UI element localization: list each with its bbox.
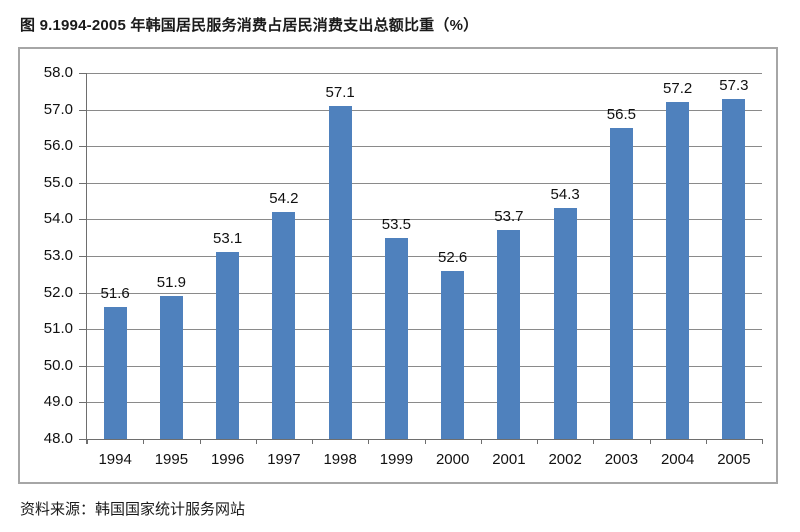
bar-value-label: 54.2 xyxy=(269,190,299,208)
bar xyxy=(441,270,465,439)
y-tick-label: 54.0 xyxy=(43,210,73,228)
bar xyxy=(666,102,690,439)
gridline xyxy=(87,146,762,148)
y-axis-tick-mark xyxy=(79,219,86,221)
y-axis-tick-mark xyxy=(79,329,86,331)
y-axis-tick-mark xyxy=(79,292,86,294)
chart-frame: 58.0 57.0 56.0 55.0 54.0 53.0 52.0 51.0 50.0 49.0… xyxy=(18,47,778,484)
bar xyxy=(553,208,577,439)
x-axis-tick-mark xyxy=(199,439,201,444)
gridline xyxy=(87,109,762,111)
y-axis-tick-mark xyxy=(79,182,86,184)
gridline xyxy=(87,292,762,294)
bar-value-label: 54.3 xyxy=(550,186,580,204)
x-axis-tick-mark xyxy=(705,439,707,444)
x-axis-tick-mark xyxy=(312,439,313,444)
gridline xyxy=(87,365,762,367)
gridline xyxy=(87,73,762,74)
bar-value-label: 56.5 xyxy=(606,105,636,123)
x-axis-tick-mark xyxy=(762,439,763,444)
x-tick-label: 1995 xyxy=(154,451,189,468)
gridline xyxy=(87,182,762,184)
y-tick-label: 48.0 xyxy=(43,430,73,447)
y-tick-label: 49.0 xyxy=(43,393,73,411)
x-axis xyxy=(86,439,762,440)
gridline xyxy=(87,256,762,257)
x-tick-label: 2004 xyxy=(660,451,695,468)
x-axis-tick-mark xyxy=(424,439,426,444)
x-tick-label: 1998 xyxy=(323,451,357,468)
bar-value-label: 51.9 xyxy=(156,274,186,292)
y-tick-label: 57.0 xyxy=(43,100,73,118)
bar xyxy=(497,230,521,439)
gridline xyxy=(87,402,762,404)
x-axis-tick-mark xyxy=(537,439,538,444)
x-tick-label: 1994 xyxy=(98,451,132,468)
x-tick-label: 1999 xyxy=(379,451,414,468)
source-note: 资料来源：韩国国家统计服务网站 xyxy=(20,501,246,518)
y-tick-label: 58.0 xyxy=(43,64,73,81)
x-axis-tick-mark xyxy=(480,439,482,444)
y-axis-tick-mark xyxy=(79,146,86,148)
plot-area: 58.0 57.0 56.0 55.0 54.0 53.0 52.0 51.0 50.0 49.0… xyxy=(44,65,763,468)
y-axis-tick-mark xyxy=(79,439,86,440)
bar-value-label: 51.6 xyxy=(100,285,130,303)
x-tick-label: 2001 xyxy=(492,451,526,468)
y-tick-label: 55.0 xyxy=(43,173,73,191)
y-axis-tick-mark xyxy=(79,365,86,367)
gridline xyxy=(87,219,762,221)
bar xyxy=(384,237,408,439)
x-axis-tick-mark xyxy=(649,439,651,444)
bar xyxy=(272,212,296,439)
x-axis-tick-mark xyxy=(368,439,370,444)
bar xyxy=(216,252,240,439)
y-axis-tick-mark xyxy=(79,109,86,111)
x-axis-tick-mark xyxy=(593,439,595,444)
y-tick-label: 53.0 xyxy=(43,247,73,264)
bar-value-label: 53.1 xyxy=(213,230,243,248)
y-axis xyxy=(86,73,87,444)
y-axis-tick-mark xyxy=(79,402,86,404)
bar xyxy=(328,105,352,439)
x-tick-label: 1996 xyxy=(210,451,245,468)
x-tick-label: 1997 xyxy=(267,451,301,468)
y-tick-label: 51.0 xyxy=(43,320,73,338)
bar xyxy=(159,296,183,439)
gridline xyxy=(87,329,762,331)
x-axis-tick-mark xyxy=(87,439,88,444)
bar-value-label: 52.6 xyxy=(438,248,468,266)
x-axis-tick-mark xyxy=(143,439,145,444)
y-tick-label: 56.0 xyxy=(43,137,73,155)
x-tick-label: 2003 xyxy=(604,451,639,468)
bar xyxy=(103,307,127,439)
x-tick-label: 2005 xyxy=(717,451,751,468)
y-axis-tick-mark xyxy=(79,256,86,257)
bar-value-label: 53.5 xyxy=(381,215,411,233)
bar-value-label: 57.2 xyxy=(663,80,693,98)
x-tick-label: 2002 xyxy=(548,451,582,468)
chart-title: 图 9.1994-2005 年韩国居民服务消费占居民消费支出总额比重（%） xyxy=(20,17,479,34)
bar xyxy=(722,98,746,439)
x-axis-tick-mark xyxy=(255,439,257,444)
y-axis-tick-mark xyxy=(79,73,86,74)
bar-value-label: 57.3 xyxy=(719,76,749,94)
bar xyxy=(609,127,633,439)
bar-value-label: 57.1 xyxy=(325,83,355,101)
x-tick-label: 2000 xyxy=(435,451,470,468)
y-tick-label: 50.0 xyxy=(43,356,73,374)
y-tick-label: 52.0 xyxy=(43,283,73,301)
bar-value-label: 53.7 xyxy=(494,208,524,226)
